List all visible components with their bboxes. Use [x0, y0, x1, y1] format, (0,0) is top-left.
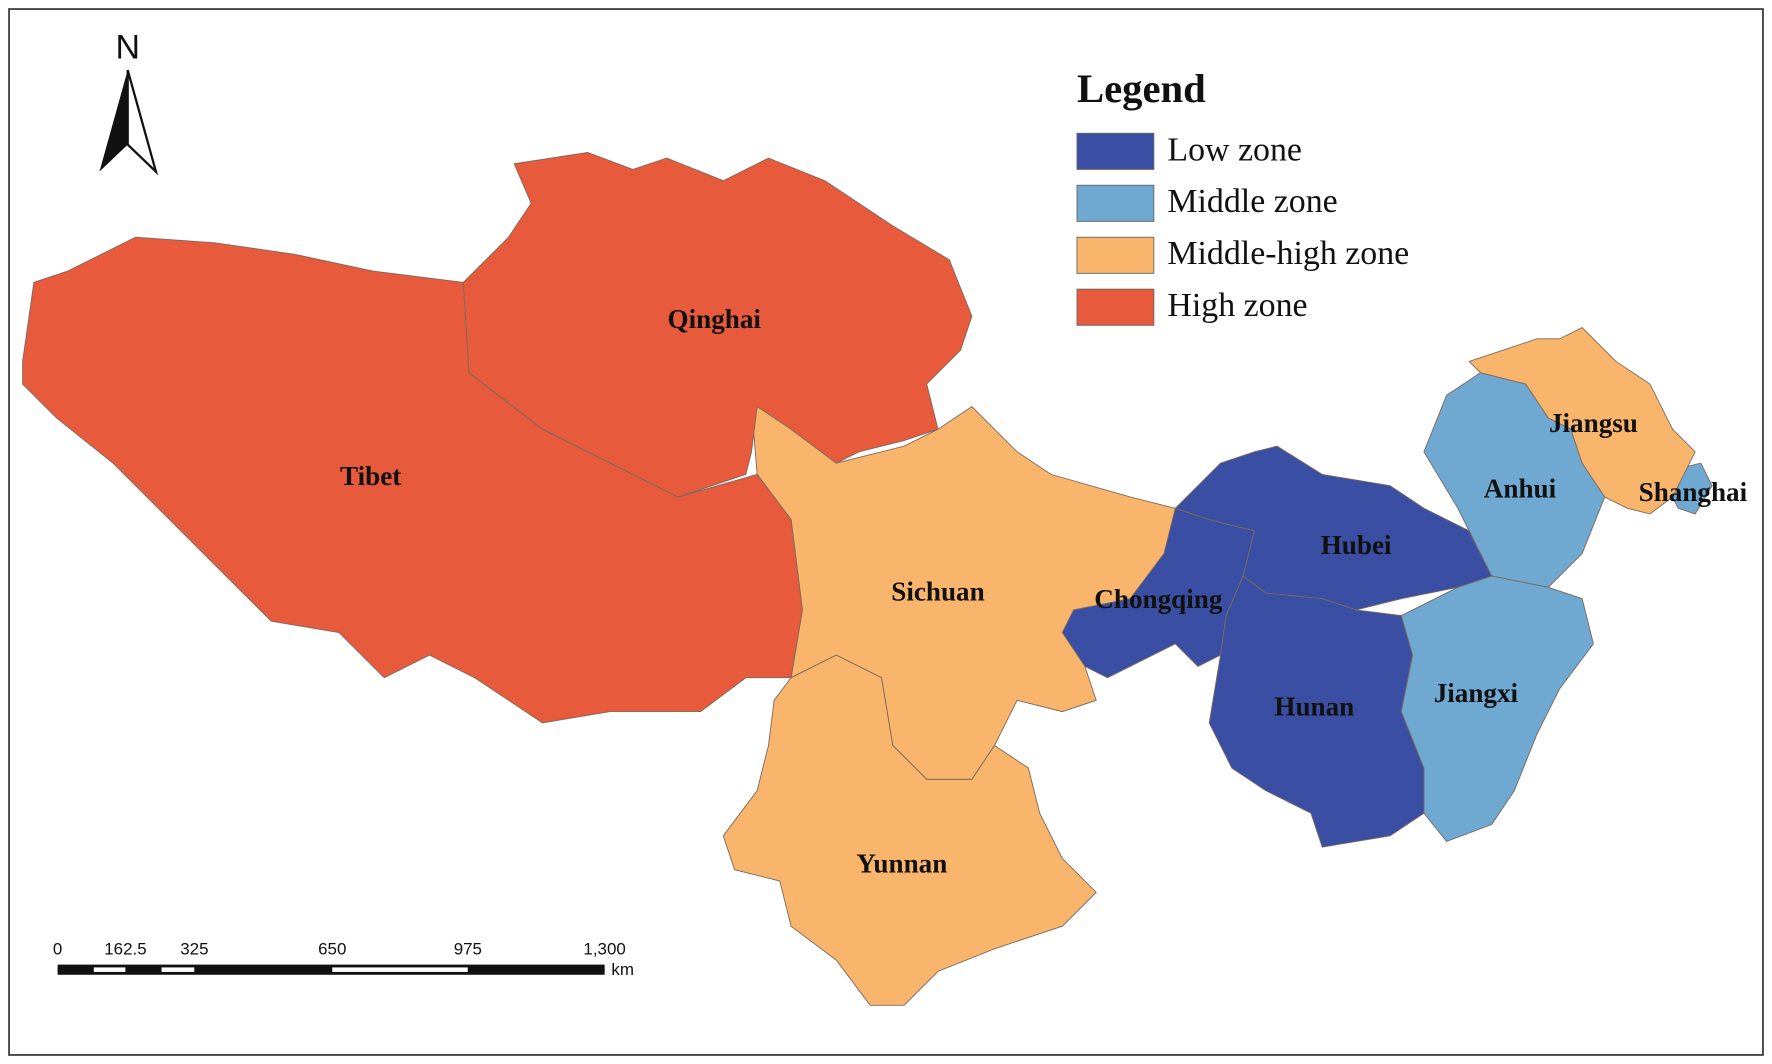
legend-label: High zone — [1167, 287, 1307, 324]
legend-swatch — [1076, 236, 1155, 274]
region — [22, 236, 803, 724]
scale-label: 975 — [454, 939, 482, 958]
regions — [22, 152, 1713, 1006]
scale-unit: km — [611, 960, 634, 979]
legend-label: Middle zone — [1167, 183, 1337, 220]
region-label: Hunan — [1274, 692, 1354, 722]
scale-label: 162.5 — [104, 939, 146, 958]
legend-swatch — [1076, 184, 1155, 222]
scale-bar-segment — [57, 967, 94, 972]
legend-title: Legend — [1077, 66, 1206, 111]
region-label: Qinghai — [668, 304, 762, 334]
scale-bar-segment — [125, 967, 162, 972]
scale-label: 1,300 — [583, 939, 625, 958]
scale-label: 0 — [53, 939, 62, 958]
north-arrow — [99, 70, 128, 172]
region — [462, 152, 973, 498]
region-label: Shanghai — [1639, 477, 1748, 507]
scale-bar-segment — [332, 967, 468, 972]
region-label: Chongqing — [1094, 584, 1223, 614]
north-label: N — [115, 29, 139, 67]
region-label: Tibet — [340, 461, 401, 491]
region-label: Yunnan — [856, 849, 947, 879]
legend-label: Low zone — [1167, 131, 1302, 168]
legend-swatch — [1076, 132, 1155, 170]
scale-bar: 0 162.5 325 650 975 1,300 km — [53, 939, 634, 978]
scale-label: 325 — [180, 939, 208, 958]
legend-label: Middle-high zone — [1167, 235, 1409, 272]
scale-bar-segment — [93, 967, 126, 972]
region — [1400, 575, 1594, 843]
scale-label: 650 — [318, 939, 346, 958]
legend: Low zone Middle zone Middle-high zone High … — [1076, 131, 1409, 326]
region-labels: Chongqing Hubei Hunan Anhui Jiangxi Shanghai S… — [340, 304, 1748, 878]
region-label: Hubei — [1321, 530, 1392, 560]
scale-bar-segment — [161, 967, 195, 972]
region-label: Jiangsu — [1549, 408, 1638, 438]
region-label: Sichuan — [891, 576, 984, 606]
north-arrow — [126, 69, 159, 176]
scale-bar-segment — [467, 967, 605, 972]
scale-bar-segment — [194, 967, 333, 972]
legend-swatch — [1076, 288, 1155, 326]
region-label: Anhui — [1484, 474, 1557, 504]
region — [1468, 327, 1696, 515]
region — [722, 654, 1097, 1006]
region-label: Jiangxi — [1434, 678, 1519, 708]
